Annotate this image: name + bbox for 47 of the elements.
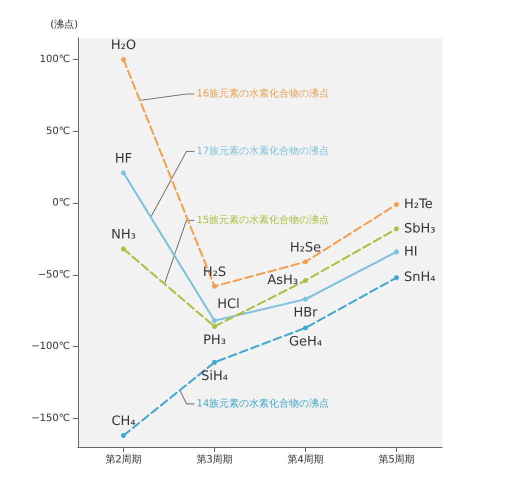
point — [121, 57, 126, 62]
point — [121, 170, 126, 176]
data-label: GeH₄ — [288, 334, 322, 350]
data-label: H₂Se — [290, 240, 322, 256]
data-label: H₂O — [110, 38, 136, 54]
y-tick-label: 50℃ — [46, 126, 70, 137]
text: 16族元素の水素化合物の沸点 — [196, 87, 330, 100]
point — [394, 226, 399, 232]
data-label: SiH₄ — [201, 368, 228, 384]
y-tick-label: 0℃ — [52, 198, 70, 209]
point — [121, 246, 126, 252]
point — [303, 278, 308, 284]
data-label: HF — [114, 151, 132, 166]
data-label: HBr — [293, 306, 318, 321]
x-tick-label: 第5周期 — [378, 454, 415, 466]
data-label: HI — [404, 244, 418, 260]
y-tick-label: −150℃ — [31, 412, 70, 424]
series-label: 14族元素の水素化合物の沸点 — [196, 397, 330, 410]
y-tick-label: −50℃ — [38, 269, 70, 280]
point — [303, 259, 308, 264]
text: 17族元素の水素化合物の沸点 — [196, 144, 330, 157]
data-label: CH₄ — [111, 414, 136, 430]
y-tick-label: 100℃ — [40, 54, 70, 66]
y-axis-title: (沸点) — [50, 18, 78, 30]
data-label: H₂Te — [404, 196, 433, 212]
data-label: AsH₃ — [267, 273, 298, 288]
data-label: SbH₃ — [404, 221, 436, 236]
data-label: NH₃ — [111, 227, 136, 242]
point — [212, 284, 217, 289]
x-tick-label: 第3周期 — [196, 454, 233, 466]
point — [212, 324, 217, 329]
x-tick-label: 第4周期 — [287, 454, 324, 466]
y-tick-label: −100℃ — [31, 341, 70, 352]
point — [303, 325, 308, 330]
point — [394, 202, 399, 207]
data-label: H₂S — [202, 264, 226, 280]
point — [394, 275, 399, 280]
point — [394, 249, 399, 254]
data-label: PH₃ — [203, 332, 226, 348]
point — [121, 433, 126, 438]
text: 15族元素の水素化合物の沸点 — [196, 214, 330, 226]
point — [212, 360, 217, 365]
data-label: HCl — [217, 297, 240, 312]
data-label: SnH₄ — [404, 270, 436, 286]
point — [303, 296, 308, 302]
x-tick-label: 第2周期 — [105, 454, 142, 466]
point — [212, 318, 217, 324]
